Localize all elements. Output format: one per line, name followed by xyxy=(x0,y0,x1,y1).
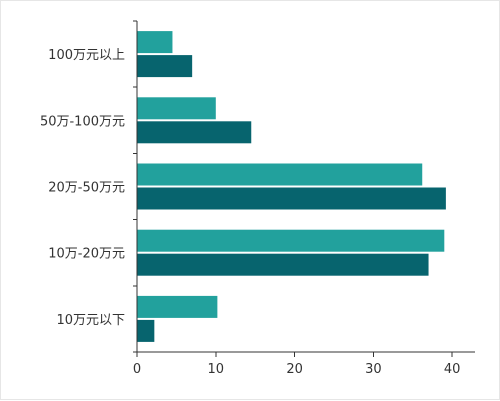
x-tick-label: 10 xyxy=(208,362,225,377)
bar xyxy=(137,163,423,186)
y-tick-label: 100万元以上 xyxy=(48,48,125,63)
bar xyxy=(137,31,173,54)
x-tick-label: 20 xyxy=(286,362,303,377)
labels-layer: 10万元以下 10万-20万元 20万-50万元 50万-100万元 100万元以上 0 1… xyxy=(40,48,461,377)
x-tick-label: 30 xyxy=(365,362,382,377)
bar xyxy=(137,253,429,276)
y-tick-label: 20万-50万元 xyxy=(48,181,125,196)
ticks-layer xyxy=(133,20,453,357)
y-tick-label: 50万-100万元 xyxy=(40,114,125,129)
x-tick-label: 0 xyxy=(133,362,141,377)
x-tick-label: 40 xyxy=(444,362,461,377)
y-tick-label: 10万元以下 xyxy=(56,313,125,328)
y-tick-label: 10万-20万元 xyxy=(48,247,125,262)
bar xyxy=(137,55,193,78)
bar xyxy=(137,121,252,144)
bars-layer xyxy=(137,31,446,342)
bar xyxy=(137,295,218,318)
bar xyxy=(137,229,445,252)
bar xyxy=(137,97,216,120)
bar xyxy=(137,319,155,342)
bar xyxy=(137,187,446,210)
